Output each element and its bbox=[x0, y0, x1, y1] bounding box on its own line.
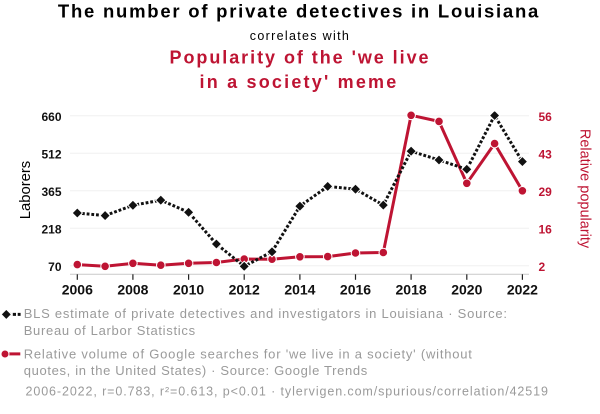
svg-text:2018: 2018 bbox=[396, 282, 427, 298]
svg-text:512: 512 bbox=[41, 148, 61, 162]
svg-text:218: 218 bbox=[41, 223, 61, 237]
svg-text:in a society' meme: in a society' meme bbox=[200, 72, 399, 92]
svg-text:2012: 2012 bbox=[229, 282, 260, 298]
svg-text:2006-2022, r=0.783, r²=0.613,: 2006-2022, r=0.783, r²=0.613, p<0.01 · t… bbox=[26, 385, 549, 399]
svg-text:660: 660 bbox=[41, 110, 61, 124]
svg-text:Bureau of Larbor Statistics: Bureau of Larbor Statistics bbox=[24, 323, 196, 338]
svg-text:70: 70 bbox=[48, 260, 62, 274]
svg-text:16: 16 bbox=[539, 223, 553, 237]
svg-text:56: 56 bbox=[539, 110, 553, 124]
svg-text:2022: 2022 bbox=[507, 282, 538, 298]
svg-text:2: 2 bbox=[539, 260, 546, 274]
svg-text:Laborers: Laborers bbox=[18, 161, 34, 219]
svg-text:29: 29 bbox=[539, 185, 553, 199]
svg-text:2020: 2020 bbox=[451, 282, 482, 298]
svg-text:BLS estimate of private detect: BLS estimate of private detectives and i… bbox=[24, 306, 508, 321]
svg-text:2016: 2016 bbox=[340, 282, 371, 298]
svg-text:2014: 2014 bbox=[284, 282, 315, 298]
svg-text:43: 43 bbox=[539, 148, 553, 162]
svg-text:2006: 2006 bbox=[62, 282, 93, 298]
svg-text:correlates with: correlates with bbox=[250, 29, 350, 43]
svg-text:Relative popularity: Relative popularity bbox=[577, 129, 593, 249]
svg-text:2008: 2008 bbox=[117, 282, 148, 298]
svg-text:365: 365 bbox=[41, 185, 61, 199]
svg-text:Popularity of the 'we live: Popularity of the 'we live bbox=[169, 47, 430, 67]
svg-text:Relative volume of Google sear: Relative volume of Google searches for '… bbox=[24, 347, 473, 362]
svg-text:2010: 2010 bbox=[173, 282, 204, 298]
svg-text:quotes, in the United States): quotes, in the United States) · Source: … bbox=[24, 363, 368, 378]
svg-text:The number of private detectiv: The number of private detectives in Loui… bbox=[58, 1, 540, 22]
